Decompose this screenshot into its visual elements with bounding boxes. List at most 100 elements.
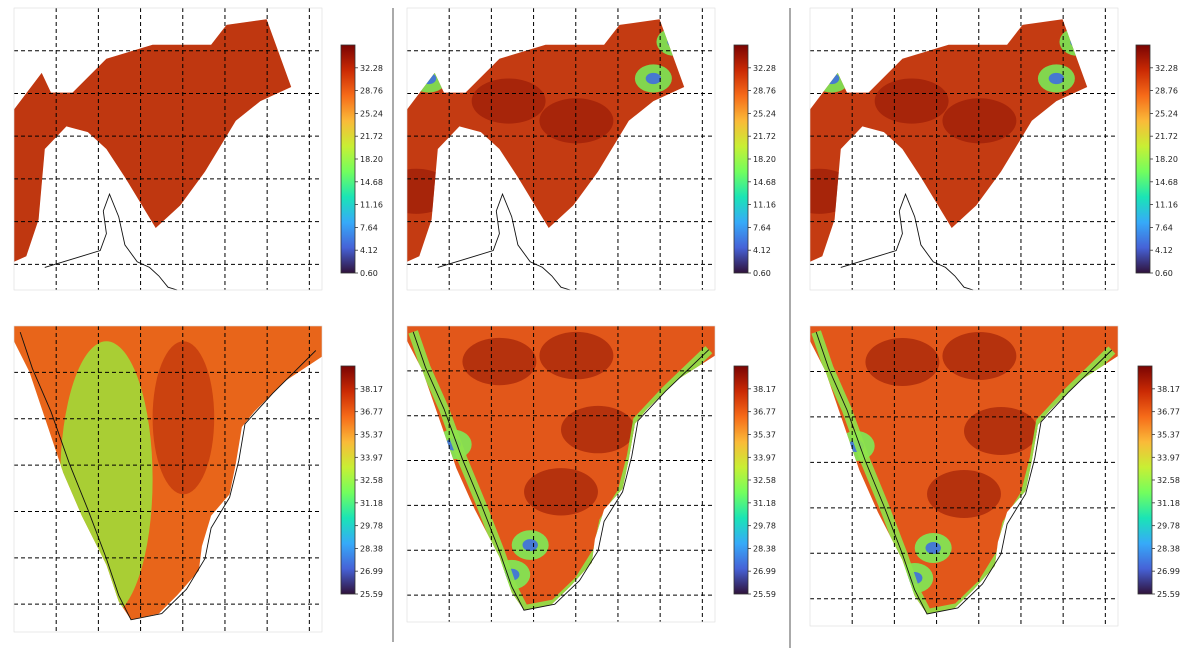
colorbar-tick-label: 25.59 [1157,590,1180,599]
field-texture [14,19,292,262]
colorbar-tick-label: 26.99 [1157,567,1180,576]
colorbar-tick-label: 25.59 [753,590,776,599]
colorbar: 38.17 36.77 35.37 33.97 32.58 31.18 29.78 28.38… [1137,365,1180,599]
colorbar: 32.28 28.76 25.24 21.72 18.20 14.68 11.16 7.64 4… [733,44,776,278]
colorbar-tick-label: 38.17 [753,385,776,394]
colorbar-tick-label: 32.58 [753,476,776,485]
coastline [412,331,710,611]
map-frame [406,7,716,291]
colorbar: 32.28 28.76 25.24 21.72 18.20 14.68 11.16 7.64 4… [1135,44,1178,278]
colorbar-tick-label: 32.28 [360,64,383,73]
map-panel-bottom-left: 38.17 36.77 35.37 33.97 32.58 31.18 29.78 28.38… [13,325,383,633]
colorbar-tick-label: 11.16 [1155,201,1178,210]
colorbar: 32.28 28.76 25.24 21.72 18.20 14.68 11.16 7.64 4… [340,44,383,278]
map-panel-bottom-middle: 38.17 36.77 35.37 33.97 32.58 31.18 29.78 28.38… [406,325,776,623]
colorbar-tick-label: 26.99 [360,567,383,576]
colorbar-tick-label: 35.37 [753,430,776,439]
colorbar-tick-label: 36.77 [360,408,383,417]
coastline [19,331,317,621]
colorbar-tick-label: 35.37 [360,430,383,439]
colorbar-tick-label: 33.97 [1157,453,1180,462]
gridlines [810,8,1118,290]
colorbar-tick-label: 0.60 [753,269,771,278]
map-panel-top-right: 32.28 28.76 25.24 21.72 18.20 14.68 11.16 7.64 4… [809,7,1178,291]
map-frame [809,7,1119,291]
map-frame [406,325,716,623]
colorbar-tick-label: 29.78 [753,522,776,531]
colorbar-tick-label: 21.72 [360,132,383,141]
colorbar-tick-label: 11.16 [360,201,383,210]
colorbar-gradient [1137,365,1153,595]
colorbar-tick-label: 26.99 [753,567,776,576]
colorbar-tick-label: 14.68 [360,178,383,187]
colorbar-tick-label: 29.78 [1157,522,1180,531]
colorbar-tick-label: 33.97 [753,453,776,462]
colorbar-tick-label: 38.17 [360,385,383,394]
colorbar-tick-label: 28.76 [753,87,776,96]
colorbar-gradient [733,44,749,274]
colorbar-tick-label: 32.28 [1155,64,1178,73]
colorbar: 38.17 36.77 35.37 33.97 32.58 31.18 29.78 28.38… [733,365,776,599]
colorbar-tick-label: 28.38 [1157,544,1180,553]
colorbar-tick-label: 33.97 [360,453,383,462]
colorbar-tick-label: 28.76 [360,87,383,96]
gridlines [407,8,715,290]
colorbar-gradient [340,44,356,274]
map-frame [13,325,323,633]
gridlines [407,326,715,622]
colorbar-tick-label: 7.64 [753,223,771,232]
colorbar-tick-label: 28.38 [360,544,383,553]
colorbar-tick-label: 4.12 [360,246,378,255]
colorbar-tick-label: 28.38 [753,544,776,553]
colorbar-tick-label: 25.24 [1155,109,1178,118]
colorbar-tick-label: 18.20 [753,155,776,164]
map-panel-top-middle: 32.28 28.76 25.24 21.72 18.20 14.68 11.16 7.64 4… [406,7,776,291]
coastline [840,192,974,291]
colorbar-tick-label: 7.64 [360,223,378,232]
colorbar-tick-label: 31.18 [360,499,383,508]
map-frame [13,7,323,291]
colorbar-tick-label: 36.77 [753,408,776,417]
colorbar-tick-label: 4.12 [753,246,771,255]
colorbar-tick-label: 36.77 [1157,408,1180,417]
colorbar-tick-label: 38.17 [1157,385,1180,394]
colorbar-tick-label: 32.28 [753,64,776,73]
colorbar-tick-label: 31.18 [1157,499,1180,508]
map-panel-bottom-right: 38.17 36.77 35.37 33.97 32.58 31.18 29.78 28.38… [809,325,1180,627]
map-panel-top-left: 32.28 28.76 25.24 21.72 18.20 14.68 11.16 7.64 4… [13,7,383,291]
field-region [14,19,292,262]
colorbar-tick-label: 0.60 [360,269,378,278]
coastline [815,331,1113,615]
field-region [407,19,685,262]
colorbar-tick-label: 11.16 [753,201,776,210]
gridlines [810,326,1118,626]
colorbar-tick-label: 14.68 [753,178,776,187]
gridlines [14,8,322,290]
colorbar-tick-label: 0.60 [1155,269,1173,278]
colorbar-tick-label: 32.58 [1157,476,1180,485]
colorbar-tick-label: 14.68 [1155,178,1178,187]
colorbar: 38.17 36.77 35.37 33.97 32.58 31.18 29.78 28.38… [340,365,383,599]
colorbar-tick-label: 32.58 [360,476,383,485]
colorbar-tick-label: 25.59 [360,590,383,599]
colorbar-tick-label: 35.37 [1157,430,1180,439]
colorbar-tick-label: 18.20 [360,155,383,164]
colorbar-tick-label: 4.12 [1155,246,1173,255]
colorbar-gradient [733,365,749,595]
colorbar-tick-label: 21.72 [1155,132,1178,141]
colorbar-tick-label: 7.64 [1155,223,1173,232]
field-region [810,19,1088,262]
colorbar-gradient [340,365,356,595]
map-frame [809,325,1119,627]
colorbar-tick-label: 25.24 [360,109,383,118]
colorbar-tick-label: 31.18 [753,499,776,508]
colorbar-tick-label: 18.20 [1155,155,1178,164]
colorbar-tick-label: 21.72 [753,132,776,141]
gridlines [14,326,322,632]
colorbar-gradient [1135,44,1151,274]
colorbar-tick-label: 29.78 [360,522,383,531]
colorbar-tick-label: 28.76 [1155,87,1178,96]
coastline [437,192,571,291]
colorbar-tick-label: 25.24 [753,109,776,118]
